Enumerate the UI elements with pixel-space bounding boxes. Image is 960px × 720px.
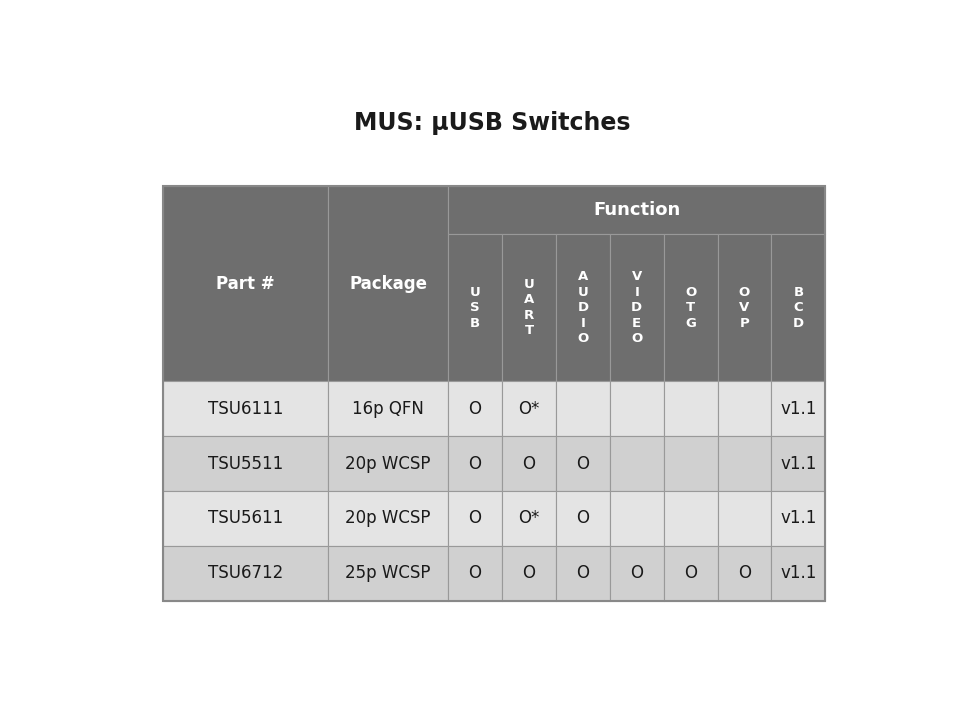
Bar xyxy=(556,491,610,546)
Text: O*: O* xyxy=(518,400,540,418)
Bar xyxy=(556,436,610,491)
Text: MUS: μUSB Switches: MUS: μUSB Switches xyxy=(353,111,631,135)
Text: O: O xyxy=(522,454,536,472)
Bar xyxy=(717,381,772,436)
Text: B
C
D: B C D xyxy=(793,286,804,330)
Bar xyxy=(448,234,502,381)
Bar xyxy=(610,234,663,381)
Bar xyxy=(502,436,556,491)
Text: O
T
G: O T G xyxy=(684,286,696,330)
Bar xyxy=(610,381,663,436)
Bar xyxy=(663,546,717,600)
Text: TSU6712: TSU6712 xyxy=(207,564,283,582)
Text: O: O xyxy=(468,454,482,472)
Text: 20p WCSP: 20p WCSP xyxy=(346,454,431,472)
Text: TSU5511: TSU5511 xyxy=(207,454,283,472)
Bar xyxy=(717,234,772,381)
Text: 25p WCSP: 25p WCSP xyxy=(346,564,431,582)
Bar xyxy=(162,186,826,600)
Text: O*: O* xyxy=(518,510,540,528)
Bar xyxy=(772,491,826,546)
Text: O: O xyxy=(468,510,482,528)
Bar xyxy=(328,381,448,436)
Bar xyxy=(448,491,502,546)
Text: U
S
B: U S B xyxy=(469,286,481,330)
Bar xyxy=(556,546,610,600)
Bar xyxy=(772,436,826,491)
Bar xyxy=(772,546,826,600)
Bar xyxy=(502,381,556,436)
Text: v1.1: v1.1 xyxy=(780,510,817,528)
Bar xyxy=(663,436,717,491)
Text: A
U
D
I
O: A U D I O xyxy=(577,270,588,345)
Text: TSU5611: TSU5611 xyxy=(207,510,283,528)
Text: O: O xyxy=(576,510,589,528)
Bar xyxy=(610,436,663,491)
Bar xyxy=(556,234,610,381)
Bar xyxy=(502,491,556,546)
Bar xyxy=(556,381,610,436)
Bar xyxy=(162,186,328,381)
Bar xyxy=(328,186,448,381)
Bar xyxy=(717,491,772,546)
Bar xyxy=(162,546,328,600)
Text: O: O xyxy=(522,564,536,582)
Bar xyxy=(772,381,826,436)
Bar xyxy=(162,381,328,436)
Bar xyxy=(448,381,502,436)
Text: 20p WCSP: 20p WCSP xyxy=(346,510,431,528)
Bar xyxy=(663,491,717,546)
Text: O: O xyxy=(576,564,589,582)
Text: V
I
D
E
O: V I D E O xyxy=(631,270,642,345)
Bar xyxy=(448,186,826,234)
Bar xyxy=(328,546,448,600)
Text: Package: Package xyxy=(349,275,427,293)
Bar xyxy=(772,234,826,381)
Bar xyxy=(448,546,502,600)
Bar xyxy=(502,234,556,381)
Text: O: O xyxy=(576,454,589,472)
Bar xyxy=(502,546,556,600)
Bar xyxy=(328,436,448,491)
Bar xyxy=(717,436,772,491)
Bar xyxy=(162,436,328,491)
Bar xyxy=(448,436,502,491)
Text: v1.1: v1.1 xyxy=(780,400,817,418)
Bar xyxy=(610,546,663,600)
Text: Part #: Part # xyxy=(216,275,275,293)
Bar xyxy=(610,491,663,546)
Text: O: O xyxy=(630,564,643,582)
Bar xyxy=(162,491,328,546)
Text: U
A
R
T: U A R T xyxy=(523,278,535,338)
Bar xyxy=(663,234,717,381)
Bar xyxy=(328,491,448,546)
Text: O
V
P: O V P xyxy=(739,286,750,330)
Text: Function: Function xyxy=(593,202,681,220)
Text: 16p QFN: 16p QFN xyxy=(352,400,424,418)
Text: O: O xyxy=(684,564,697,582)
Text: O: O xyxy=(738,564,751,582)
Bar xyxy=(717,546,772,600)
Bar xyxy=(663,381,717,436)
Text: O: O xyxy=(468,564,482,582)
Text: O: O xyxy=(468,400,482,418)
Text: TSU6111: TSU6111 xyxy=(207,400,283,418)
Text: v1.1: v1.1 xyxy=(780,454,817,472)
Text: v1.1: v1.1 xyxy=(780,564,817,582)
